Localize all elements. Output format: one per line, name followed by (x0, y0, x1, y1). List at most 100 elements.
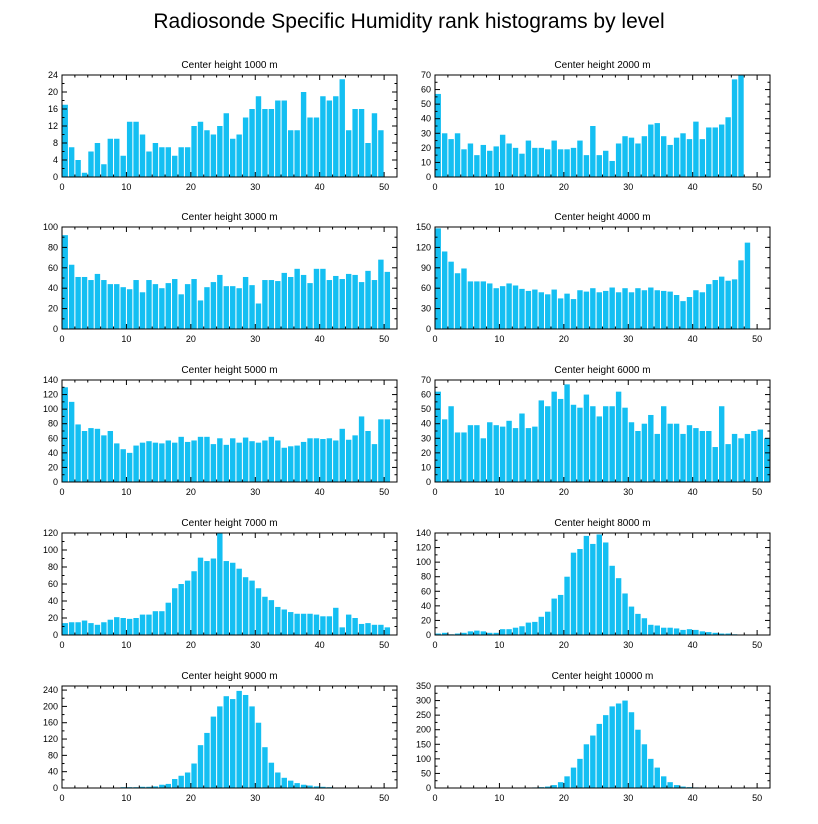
histogram-bar (557, 149, 564, 177)
histogram-bar (648, 124, 654, 177)
x-tick-label: 20 (186, 334, 196, 344)
histogram-bar (365, 623, 371, 635)
histogram-bar (152, 143, 159, 177)
y-tick-label: 80 (421, 572, 431, 582)
y-tick-label: 70 (421, 375, 431, 385)
histogram-bar (648, 758, 654, 788)
histogram-bar (487, 632, 493, 635)
y-tick-label: 50 (421, 99, 431, 109)
x-tick-label: 40 (688, 640, 698, 650)
histogram-bar (275, 606, 281, 635)
histogram-bar (706, 632, 712, 635)
x-tick-label: 20 (559, 640, 569, 650)
histogram-bar (204, 130, 210, 177)
histogram-bar (184, 772, 191, 788)
histogram-bar (133, 121, 139, 177)
histogram-bar (731, 79, 738, 177)
histogram-bar (577, 407, 583, 482)
histogram-bar (133, 445, 139, 482)
histogram-bar (333, 440, 339, 482)
histogram-bar (345, 439, 352, 482)
y-tick-label: 90 (421, 263, 431, 273)
histogram-bar (172, 442, 178, 482)
x-tick-label: 30 (623, 334, 633, 344)
y-tick-label: 0 (426, 783, 431, 793)
histogram-bar (114, 617, 120, 635)
histogram-bar (249, 285, 255, 329)
histogram-bar (461, 149, 467, 177)
x-tick-label: 10 (494, 640, 504, 650)
histogram-bar (326, 438, 333, 482)
histogram-bar (596, 292, 602, 329)
x-tick-label: 50 (379, 640, 389, 650)
histogram-bar (519, 153, 525, 177)
histogram-bar (165, 783, 171, 788)
panel-title: Center height 4000 m (554, 212, 650, 223)
histogram-bar (506, 143, 512, 177)
histogram-bar (345, 614, 352, 635)
histogram-bar (564, 576, 570, 635)
y-tick-label: 120 (43, 390, 58, 400)
histogram-bar (191, 440, 197, 482)
x-tick-label: 30 (623, 487, 633, 497)
histogram-bar (288, 276, 294, 329)
y-tick-label: 20 (421, 615, 431, 625)
x-tick-label: 30 (250, 640, 260, 650)
histogram-bar (101, 164, 107, 177)
y-tick-label: 60 (48, 263, 58, 273)
histogram-bar (557, 398, 564, 482)
histogram-bar (609, 160, 615, 177)
histogram-bar (693, 428, 699, 482)
histogram-bar (230, 138, 236, 177)
histogram-bar (62, 235, 68, 329)
x-tick-label: 20 (559, 334, 569, 344)
histogram-bar (178, 294, 184, 329)
histogram-bar (590, 288, 596, 329)
histogram-bar (294, 783, 300, 788)
histogram-bar (693, 121, 699, 177)
histogram-bar (242, 577, 249, 635)
x-tick-label: 50 (752, 793, 762, 803)
histogram-bar (641, 136, 648, 177)
histogram-bar (88, 623, 94, 635)
histogram-bar (120, 287, 126, 329)
histogram-bar (519, 288, 525, 329)
x-tick-label: 50 (752, 487, 762, 497)
histogram-bar (133, 280, 139, 329)
histogram-bar (126, 121, 133, 177)
x-tick-label: 40 (688, 182, 698, 192)
histogram-bar (281, 100, 287, 177)
histogram-bar (506, 629, 512, 635)
histogram-bar (94, 273, 101, 329)
histogram-bar (210, 282, 217, 329)
y-tick-label: 80 (48, 242, 58, 252)
y-tick-label: 40 (48, 448, 58, 458)
histogram-bar (339, 79, 345, 177)
histogram-bar (628, 422, 635, 482)
histogram-bar (126, 618, 133, 635)
histogram-bar (333, 607, 339, 635)
histogram-bar (441, 419, 448, 482)
histogram-bar (738, 75, 744, 177)
histogram-bar (62, 104, 68, 177)
panel-title: Center height 10000 m (552, 671, 654, 682)
histogram-bar (635, 143, 641, 177)
histogram-bar (712, 280, 718, 329)
histogram-bar (178, 584, 184, 635)
histogram-bar (467, 281, 474, 329)
histogram-bar (686, 297, 693, 329)
histogram-bar (538, 616, 544, 635)
histogram-bar (577, 549, 583, 635)
histogram-bar (557, 782, 564, 788)
histogram-bar (635, 613, 641, 635)
histogram-bar (603, 290, 609, 329)
histogram-bar (313, 614, 320, 635)
histogram-bar (551, 785, 557, 788)
histogram-bar (139, 786, 146, 788)
histogram-bar (230, 699, 236, 788)
histogram-bar (609, 565, 615, 635)
histogram-bar (635, 431, 641, 482)
histogram-bar (152, 786, 159, 788)
histogram-bar (596, 155, 602, 177)
histogram-bar (255, 303, 262, 329)
